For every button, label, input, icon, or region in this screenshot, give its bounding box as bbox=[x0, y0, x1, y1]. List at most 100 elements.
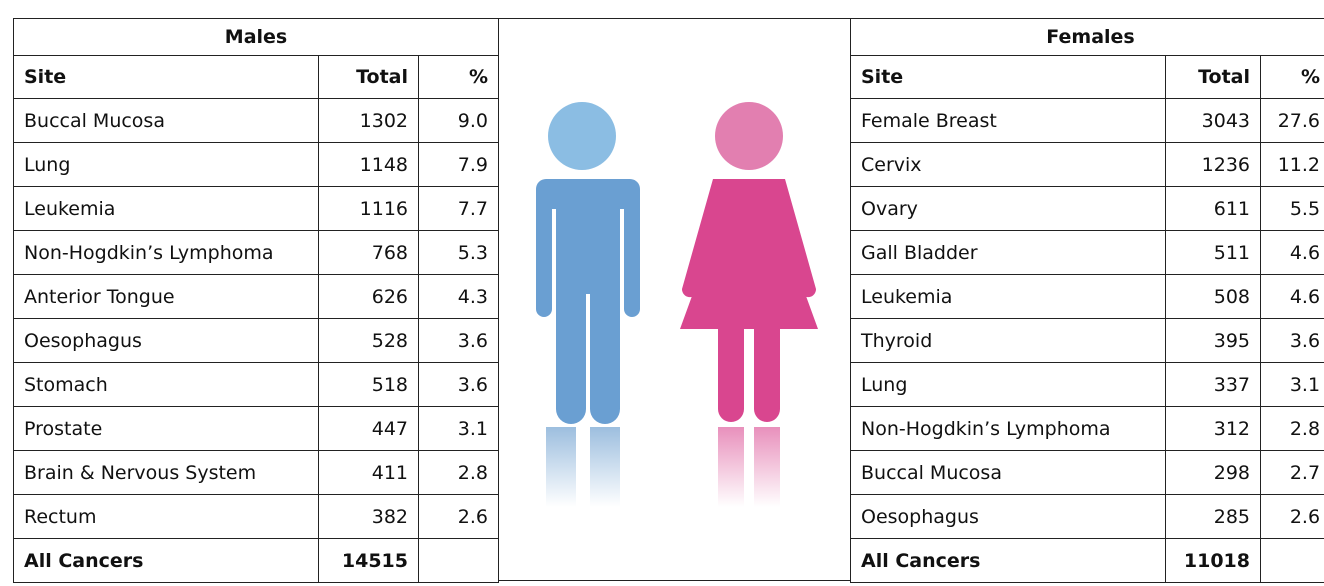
number-cell: 5.5 bbox=[1261, 187, 1324, 231]
number-cell: 3.6 bbox=[419, 319, 499, 363]
site-cell: Lung bbox=[14, 143, 319, 187]
site-cell: Rectum bbox=[14, 495, 319, 539]
number-cell: 3.1 bbox=[419, 407, 499, 451]
site-cell: Oesophagus bbox=[14, 319, 319, 363]
number-cell: 4.6 bbox=[1261, 231, 1324, 275]
number-cell: 447 bbox=[319, 407, 419, 451]
number-cell: 768 bbox=[319, 231, 419, 275]
number-cell: 5.3 bbox=[419, 231, 499, 275]
number-cell: 528 bbox=[319, 319, 419, 363]
male-reflection bbox=[590, 427, 620, 507]
total-label: All Cancers bbox=[851, 539, 1166, 583]
number-cell: 3.1 bbox=[1261, 363, 1324, 407]
number-cell: 2.7 bbox=[1261, 451, 1324, 495]
number-cell: 312 bbox=[1166, 407, 1261, 451]
empty-cell bbox=[419, 539, 499, 583]
total-value: 14515 bbox=[319, 539, 419, 583]
site-cell: Non-Hogdkin’s Lymphoma bbox=[14, 231, 319, 275]
column-header: % bbox=[1261, 56, 1324, 99]
number-cell: 3043 bbox=[1166, 99, 1261, 143]
site-cell: Anterior Tongue bbox=[14, 275, 319, 319]
table-title: Males bbox=[14, 19, 499, 56]
number-cell: 511 bbox=[1166, 231, 1261, 275]
number-cell: 1116 bbox=[319, 187, 419, 231]
number-cell: 9.0 bbox=[419, 99, 499, 143]
site-cell: Leukemia bbox=[14, 187, 319, 231]
column-header: Total bbox=[1166, 56, 1261, 99]
male-reflection bbox=[546, 427, 576, 507]
number-cell: 3.6 bbox=[1261, 319, 1324, 363]
site-cell: Ovary bbox=[851, 187, 1166, 231]
number-cell: 7.9 bbox=[419, 143, 499, 187]
male-body bbox=[536, 179, 640, 424]
number-cell: 382 bbox=[319, 495, 419, 539]
number-cell: 4.6 bbox=[1261, 275, 1324, 319]
total-value: 11018 bbox=[1166, 539, 1261, 583]
column-header: % bbox=[419, 56, 499, 99]
number-cell: 611 bbox=[1166, 187, 1261, 231]
number-cell: 11.2 bbox=[1261, 143, 1324, 187]
column-header: Site bbox=[851, 56, 1166, 99]
column-header: Total bbox=[319, 56, 419, 99]
number-cell: 2.6 bbox=[1261, 495, 1324, 539]
figure-panel bbox=[498, 18, 850, 581]
number-cell: 337 bbox=[1166, 363, 1261, 407]
table-title: Females bbox=[851, 19, 1324, 56]
people-icon bbox=[498, 19, 850, 579]
number-cell: 4.3 bbox=[419, 275, 499, 319]
site-cell: Gall Bladder bbox=[851, 231, 1166, 275]
site-cell: Lung bbox=[851, 363, 1166, 407]
site-cell: Cervix bbox=[851, 143, 1166, 187]
title-row: Males bbox=[14, 19, 499, 56]
number-cell: 285 bbox=[1166, 495, 1261, 539]
site-cell: Brain & Nervous System bbox=[14, 451, 319, 495]
number-cell: 518 bbox=[319, 363, 419, 407]
number-cell: 2.6 bbox=[419, 495, 499, 539]
site-cell: Buccal Mucosa bbox=[14, 99, 319, 143]
number-cell: 1148 bbox=[319, 143, 419, 187]
number-cell: 27.6 bbox=[1261, 99, 1324, 143]
site-cell: Stomach bbox=[14, 363, 319, 407]
female-reflection bbox=[718, 427, 744, 507]
number-cell: 626 bbox=[319, 275, 419, 319]
male-head bbox=[548, 102, 616, 170]
site-cell: Buccal Mucosa bbox=[851, 451, 1166, 495]
title-row: Females bbox=[851, 19, 1324, 56]
empty-cell bbox=[1261, 539, 1324, 583]
site-cell: Non-Hogdkin’s Lymphoma bbox=[851, 407, 1166, 451]
number-cell: 395 bbox=[1166, 319, 1261, 363]
site-cell: Leukemia bbox=[851, 275, 1166, 319]
female-reflection bbox=[754, 427, 780, 507]
site-cell: Female Breast bbox=[851, 99, 1166, 143]
number-cell: 2.8 bbox=[1261, 407, 1324, 451]
number-cell: 1236 bbox=[1166, 143, 1261, 187]
number-cell: 508 bbox=[1166, 275, 1261, 319]
site-cell: Oesophagus bbox=[851, 495, 1166, 539]
number-cell: 2.8 bbox=[419, 451, 499, 495]
